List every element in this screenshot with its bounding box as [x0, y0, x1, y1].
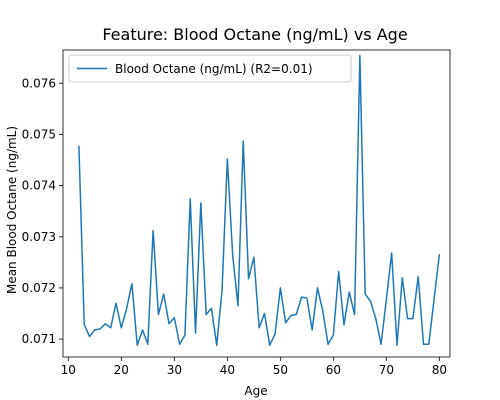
y-axis-label: Mean Blood Octane (ng/mL)	[5, 126, 19, 294]
series-line-0	[78, 54, 441, 346]
y-tick-label: 0.076	[22, 76, 56, 90]
x-tick-label: 80	[432, 363, 447, 377]
chart-title: Feature: Blood Octane (ng/mL) vs Age	[102, 25, 407, 44]
x-tick-label: 40	[220, 363, 235, 377]
legend-label: Blood Octane (ng/mL) (R2=0.01)	[115, 62, 313, 76]
y-tick-label: 0.071	[22, 332, 56, 346]
x-tick-label: 30	[167, 363, 182, 377]
legend-box	[68, 54, 352, 83]
x-tick-label: 70	[379, 363, 394, 377]
y-tick-label: 0.074	[22, 179, 56, 193]
y-tick-label: 0.072	[22, 281, 56, 295]
plot-frame	[62, 49, 451, 358]
x-axis-label: Age	[244, 384, 267, 398]
x-tick-label: 60	[326, 363, 341, 377]
plot-area	[63, 50, 450, 357]
y-tick-label: 0.073	[22, 230, 56, 244]
y-tick-label: 0.075	[22, 127, 56, 141]
x-tick-label: 20	[114, 363, 129, 377]
x-tick-label: 10	[61, 363, 76, 377]
x-tick-label: 50	[273, 363, 288, 377]
